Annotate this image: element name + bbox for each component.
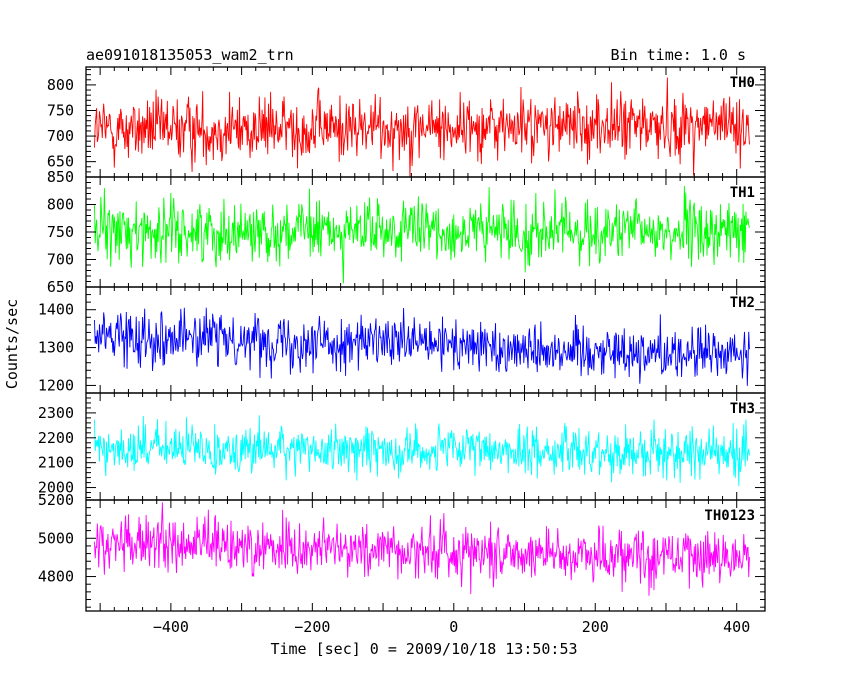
y-tick-label: 2000	[38, 479, 74, 497]
y-tick-label: 750	[47, 101, 74, 119]
y-tick-label: 800	[47, 76, 74, 94]
y-axis-label: Counts/sec	[3, 299, 21, 389]
y-tick-label: 2300	[38, 404, 74, 422]
y-tick-label: 650	[47, 278, 74, 296]
x-tick-label: 200	[582, 618, 609, 636]
y-tick-label: 1300	[38, 339, 74, 357]
panel-label-th3: TH3	[730, 401, 755, 417]
panel-th0: 650 700 750 800 TH0	[47, 66, 766, 178]
panel-th1: 650 700 750 800 850 TH1	[47, 168, 766, 296]
y-tick-label: 700	[47, 251, 74, 269]
y-tick-label: 800	[47, 196, 74, 214]
y-tick-label: 650	[47, 153, 74, 171]
series-th2	[94, 307, 750, 386]
x-tick-label: −200	[294, 618, 330, 636]
y-tick-label: 2100	[38, 454, 74, 472]
x-tick-label: 400	[723, 618, 750, 636]
y-tick-label: 1200	[38, 376, 74, 394]
panel-label-th0123: TH0123	[704, 508, 755, 524]
y-tick-label: 1400	[38, 301, 74, 319]
panel-label-th2: TH2	[730, 295, 755, 311]
y-tick-label: 5000	[38, 529, 74, 547]
panels: 650 700 750 800 TH0 650 700 750 800 850 TH1 1200 130…	[38, 66, 766, 612]
panel-frame	[85, 176, 766, 288]
y-tick-label: 850	[47, 168, 74, 186]
y-tick-label: 4800	[38, 568, 74, 586]
chart-title: ae091018135053_wam2_trn	[86, 46, 294, 64]
y-tick-label: 5200	[38, 491, 74, 509]
x-axis-label: Time [sec] 0 = 2009/10/18 13:50:53	[270, 640, 577, 658]
y-tick-label: 2200	[38, 429, 74, 447]
y-tick-label: 750	[47, 223, 74, 241]
series-th0	[94, 77, 750, 177]
panel-th2: 1200 1300 1400 TH2	[38, 286, 766, 394]
series-th1	[94, 186, 750, 284]
x-tick-label: −400	[153, 618, 189, 636]
panel-label-th0: TH0	[730, 75, 755, 91]
panel-label-th1: TH1	[730, 185, 755, 201]
panel-th3: 2000 2100 2200 2300 TH3	[38, 392, 766, 501]
x-axis: −400 −200 0 200 400	[153, 618, 750, 636]
x-tick-label: 0	[449, 618, 458, 636]
bin-time-label: Bin time: 1.0 s	[611, 46, 746, 64]
series-th0123	[94, 502, 750, 596]
panel-th0123: 4800 5000 5200 TH0123	[38, 491, 766, 612]
y-tick-label: 700	[47, 127, 74, 145]
series-th3	[94, 415, 750, 487]
